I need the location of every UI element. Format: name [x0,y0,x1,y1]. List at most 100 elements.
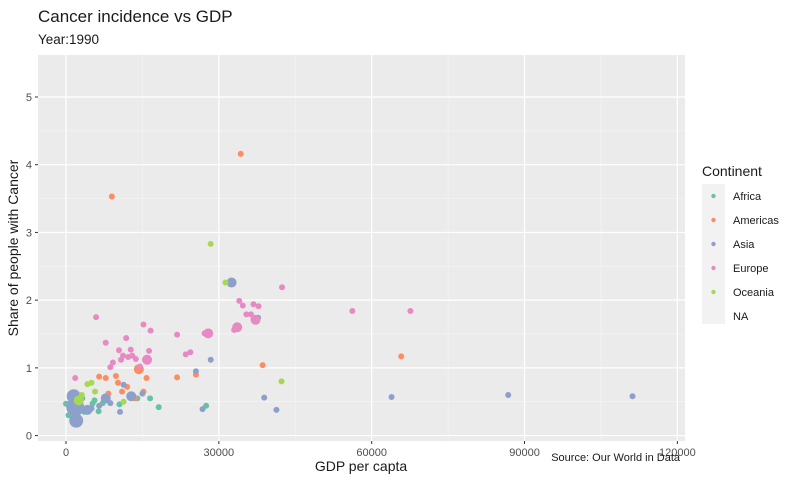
x-tick-label: 60000 [356,447,387,459]
data-point [88,379,95,386]
data-point [207,356,214,363]
legend-title: Continent [702,163,762,179]
data-point [232,322,243,333]
data-point [132,356,139,363]
data-point [349,307,356,314]
data-point [96,402,103,409]
legend-label: Asia [733,239,755,251]
data-point [88,405,95,412]
y-tick-label: 5 [26,92,32,104]
data-point [108,193,115,200]
data-point [119,388,126,395]
data-point [92,388,99,395]
data-point [120,352,127,359]
data-point [259,362,266,369]
data-point [629,393,636,400]
data-point [261,394,268,401]
legend-key-background [702,184,725,324]
data-point [112,372,119,379]
chart-caption: Source: Our World in Data [551,452,681,464]
y-tick-label: 3 [26,227,32,239]
data-point [207,240,214,247]
data-point [107,400,114,407]
data-point [250,314,261,325]
data-point [407,307,414,314]
data-point [279,284,286,291]
data-point [126,391,137,402]
data-point [139,390,146,397]
legend-label: NA [733,311,749,323]
data-point [72,375,79,382]
data-point [69,413,84,428]
legend-label: Europe [733,263,768,275]
data-point [147,395,154,402]
data-point [278,378,285,385]
x-tick-label: 120000 [659,447,696,459]
legend-key [711,265,716,271]
data-point [120,398,127,405]
legend-key [711,217,716,223]
legend-label: Americas [733,215,779,227]
data-point [174,331,181,338]
data-point [127,346,134,353]
data-points [63,150,636,428]
data-point [174,374,181,381]
data-point [146,347,153,354]
data-point [96,373,103,380]
data-point [91,397,98,404]
data-point [192,368,199,375]
legend: Continent Africa Americas Asia Europe Oceani… [702,163,779,324]
series-europe [72,284,414,382]
y-tick-label: 2 [26,295,32,307]
y-tick-label: 4 [26,160,32,172]
data-point [237,150,244,157]
data-point [140,321,147,328]
data-point [255,303,262,310]
data-point [222,279,229,286]
axes: 0 30000 60000 90000 120000 0 1 2 3 4 5 [26,92,696,459]
data-point [95,408,102,415]
data-point [187,349,194,356]
x-tick-label: 90000 [509,447,540,459]
data-point [123,335,130,342]
data-point [203,328,214,339]
data-point [239,302,246,309]
data-point [100,393,111,404]
series-oceania [73,240,285,406]
data-point [120,381,127,388]
data-point [102,339,109,346]
data-point [143,375,150,382]
data-point [505,391,512,398]
y-tick-label: 1 [26,363,32,375]
data-point [250,301,257,308]
data-point [114,379,121,386]
data-point [102,375,109,382]
data-point [107,364,114,371]
chart-title: Cancer incidence vs GDP [38,7,233,26]
y-axis-label: Share of people with Cancer [5,159,21,336]
legend-key [711,289,716,295]
data-point [243,311,250,318]
chart-subtitle: Year:1990 [38,32,99,47]
data-point [155,404,162,411]
x-tick-label: 30000 [204,447,235,459]
data-point [147,327,154,334]
data-point [388,393,395,400]
legend-key [711,193,716,199]
x-axis-label: GDP per capta [315,458,408,474]
data-point [273,406,280,413]
data-point [109,359,116,366]
data-point [182,351,189,358]
series-asia [66,277,636,428]
y-tick-label: 0 [26,431,32,443]
data-point [116,347,123,354]
grid-lines [38,55,685,441]
data-point [398,353,405,360]
legend-label: Oceania [733,287,775,299]
data-point [117,408,124,415]
data-point [78,391,85,398]
data-point [136,363,143,370]
data-point [199,406,206,413]
x-tick-label: 0 [63,447,69,459]
